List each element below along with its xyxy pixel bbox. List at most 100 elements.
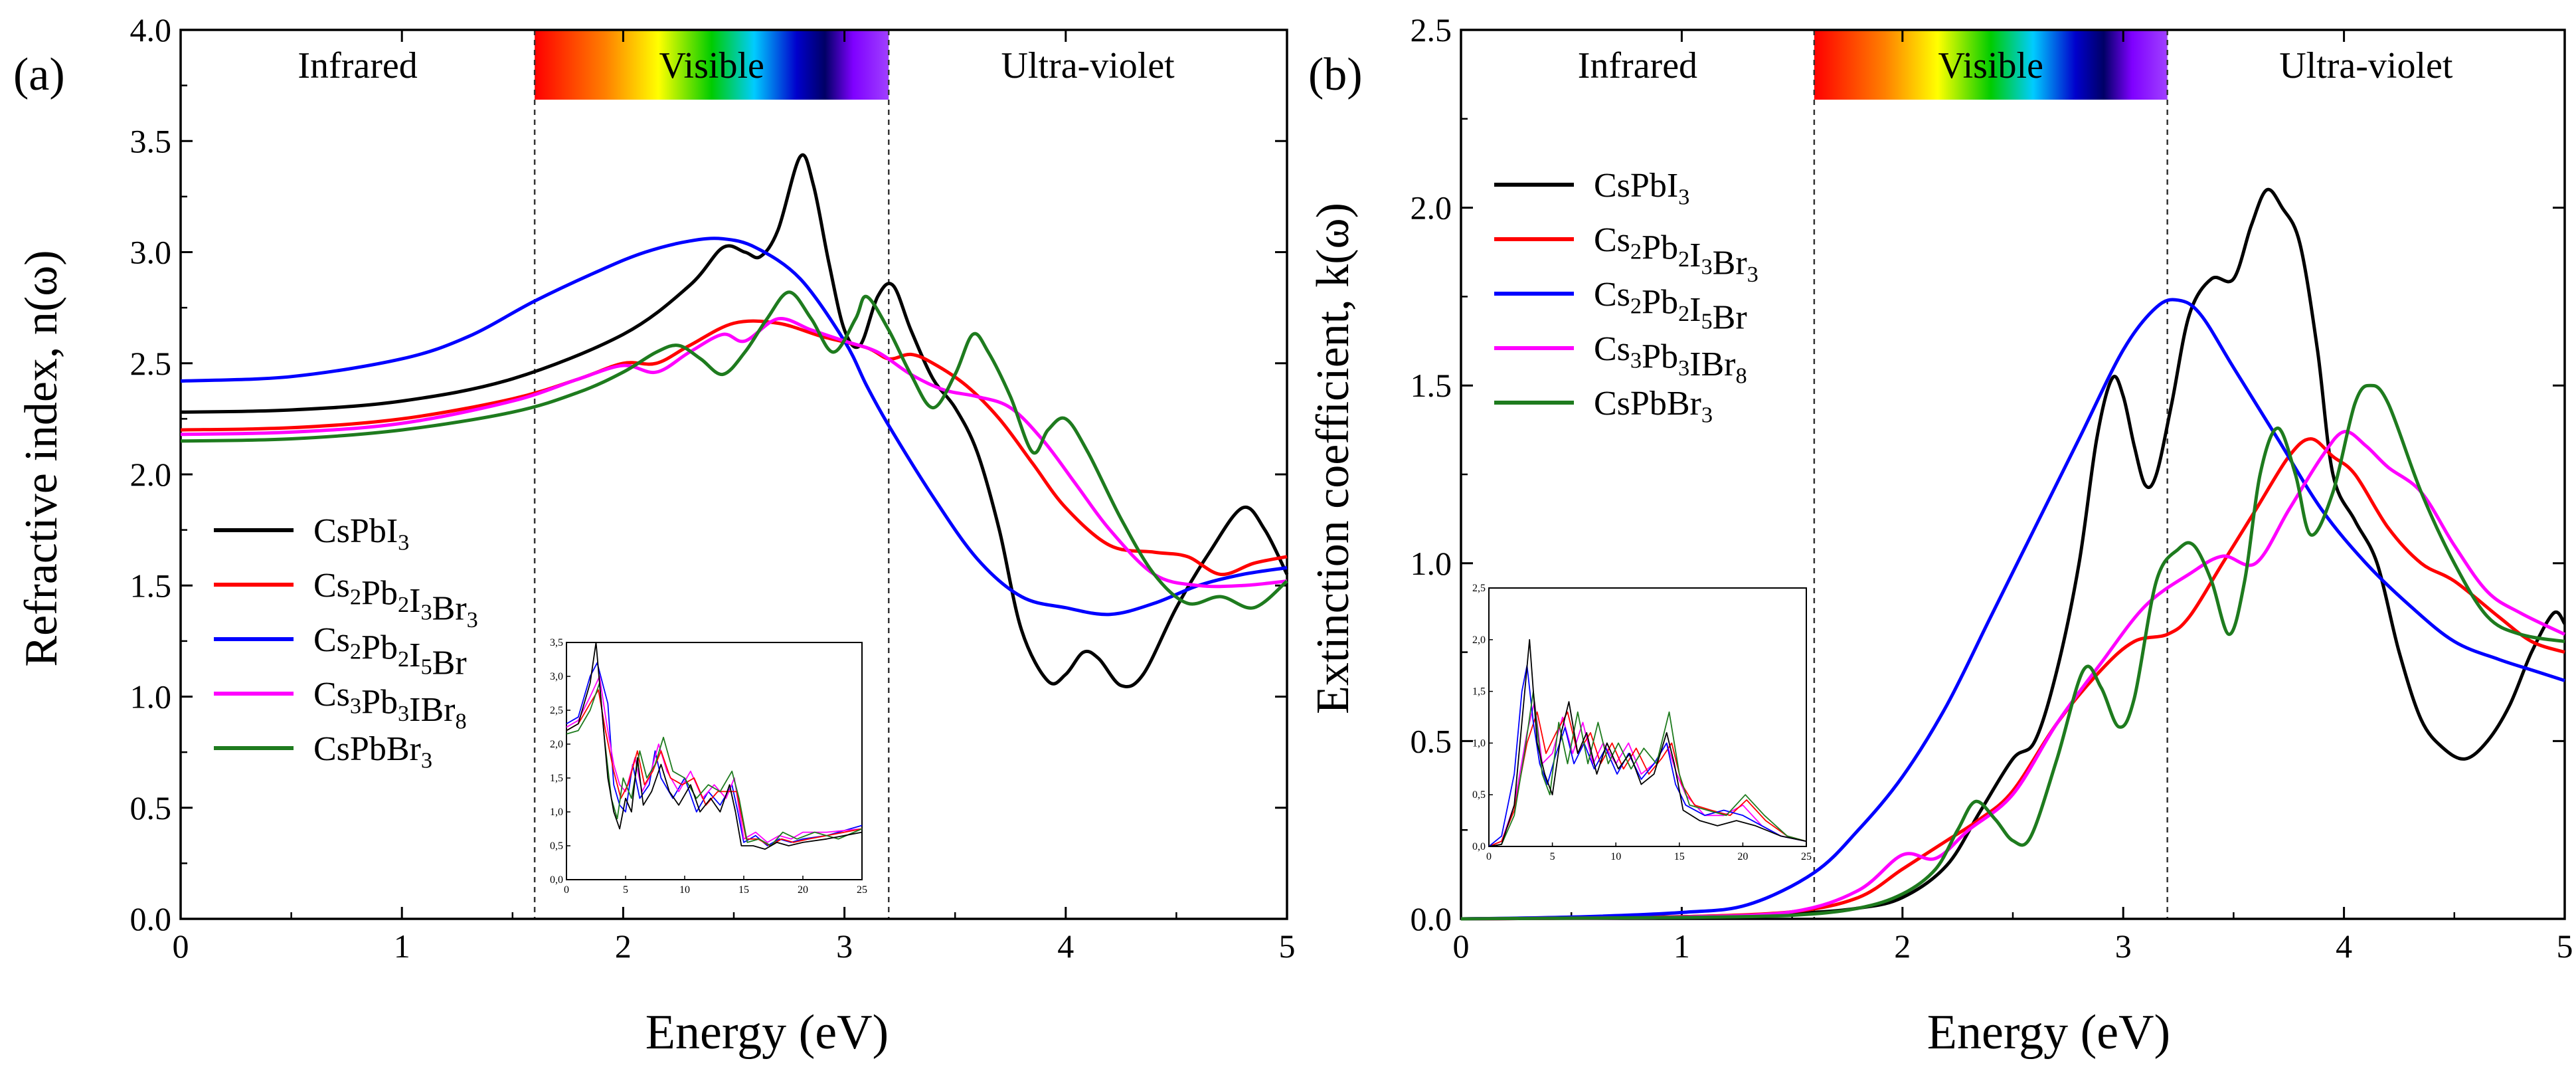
x-tick-label: 0 [173, 927, 189, 965]
legend-label: CsPbI3 [313, 512, 409, 555]
inset-y-tick-label: 2,5 [1472, 583, 1486, 594]
region-label-infrared: Infrared [1578, 45, 1697, 86]
region-bands-a: Infrared Visible Ultra-violet [298, 30, 1175, 919]
inset-series-line-1 [1488, 711, 1807, 847]
x-axis-label-b: Energy (eV) [1927, 1005, 2170, 1060]
inset-x-tick-label: 15 [738, 884, 749, 896]
inset-frame [566, 642, 863, 880]
y-tick-label: 4.0 [130, 11, 172, 49]
y-tick-label: 2.5 [130, 345, 172, 382]
visible-spectrum-band [1814, 30, 2168, 100]
region-label-visible: Visible [1938, 45, 2043, 86]
series-line-0 [1460, 187, 2567, 921]
x-tick-label: 5 [2557, 927, 2573, 965]
y-tick-label: 0.5 [130, 789, 172, 827]
x-tick-label: 4 [1057, 927, 1074, 965]
region-bands-b: Infrared Visible Ultra-violet [1578, 30, 2453, 919]
inset-y-tick-label: 0,0 [550, 874, 563, 886]
y-tick-label: 1.5 [130, 567, 172, 604]
inset-x-tick-label: 25 [1801, 851, 1812, 862]
inset-b: 0 5 10 15 20 25 0,0 0,5 1,0 1,5 2,0 2,5 [1472, 583, 1812, 862]
y-tick-label: 2.0 [130, 456, 172, 493]
region-label-infrared: Infrared [298, 45, 417, 86]
visible-spectrum-band [535, 30, 889, 100]
y-axis-label-a: Refractive index, n(ω) [16, 250, 67, 666]
inset-x-tick-label: 10 [679, 884, 690, 896]
y-tick-label: 0.5 [1411, 722, 1452, 759]
y-tick-label: 0.0 [1411, 900, 1452, 937]
region-label-ultra-violet: Ultra-violet [1001, 45, 1175, 86]
x-tick-label: 1 [1674, 927, 1690, 965]
axes-b: 0 1 2 3 4 5 0.0 0.5 1.0 1.5 2.0 2.5 [1411, 11, 2573, 965]
inset-x-tick-label: 20 [1737, 851, 1748, 862]
inset-series-line-2 [566, 689, 863, 846]
x-tick-label: 3 [2115, 927, 2132, 965]
inset-x-tick-label: 25 [857, 884, 867, 896]
inset-y-tick-label: 3,0 [550, 671, 563, 682]
panel-a: (a) Refractive index, n(ω) Energy (eV) I… [13, 11, 1296, 1060]
y-tick-label: 3.5 [130, 122, 172, 159]
y-tick-label: 1.0 [130, 678, 172, 716]
legend-label: Cs2Pb2I3Br3 [1594, 221, 1759, 287]
inset-y-tick-label: 1,5 [550, 773, 563, 784]
series-group-a [180, 153, 1289, 689]
series-group-b [1460, 187, 2567, 921]
inset-x-tick-label: 10 [1610, 851, 1621, 862]
y-tick-label: 3.0 [130, 234, 172, 271]
axes-a: 0 1 2 3 4 5 0.0 0.5 1.0 1.5 2.0 2.5 3.0 3.5 4.0 [130, 11, 1296, 965]
series-line-2 [180, 237, 1288, 617]
inset-series-line-1 [566, 676, 863, 843]
region-label-ultra-violet: Ultra-violet [2279, 45, 2453, 86]
inset-y-tick-label: 1,5 [1472, 686, 1486, 698]
inset-x-tick-label: 0 [564, 884, 569, 896]
legend-label: Cs2Pb2I3Br3 [313, 567, 478, 633]
inset-a: 0 5 10 15 20 25 0,0 0,5 1,0 1,5 2,0 2,5 3,0 3,5 [550, 637, 867, 896]
y-axis-label-b: Extinction coefficient, k(ω) [1308, 203, 1359, 714]
series-line-0 [180, 153, 1289, 689]
inset-y-tick-label: 0,5 [1472, 789, 1486, 801]
inset-x-tick-label: 5 [623, 884, 628, 896]
x-tick-label: 3 [836, 927, 853, 965]
legend-a: CsPbI3 Cs2Pb2I3Br3Cs2Pb2I5BrCs3Pb3IBr8CsP… [214, 512, 478, 773]
y-tick-label: 2.0 [1411, 189, 1452, 227]
inset-series-line-3 [566, 682, 863, 846]
inset-y-tick-label: 2,0 [550, 739, 563, 750]
inset-x-tick-label: 0 [1486, 851, 1492, 862]
series-line-2 [1460, 298, 2565, 921]
inset-series-line-4 [1488, 638, 1807, 847]
series-line-4 [1460, 383, 2565, 921]
inset-x-tick-label: 5 [1550, 851, 1555, 862]
legend-label: Cs2Pb2I5Br [1594, 276, 1747, 336]
legend-label: CsPbBr3 [1594, 385, 1713, 427]
inset-y-tick-label: 2,0 [1472, 634, 1486, 646]
inset-x-tick-label: 15 [1674, 851, 1685, 862]
legend-label: CsPbBr3 [313, 730, 432, 773]
y-tick-label: 1.5 [1411, 367, 1452, 404]
y-tick-label: 2.5 [1411, 11, 1452, 49]
x-axis-label-a: Energy (eV) [645, 1005, 889, 1060]
x-tick-label: 0 [1453, 927, 1470, 965]
inset-x-tick-label: 20 [798, 884, 808, 896]
legend-label: Cs3Pb3IBr8 [313, 676, 467, 733]
x-tick-label: 4 [2336, 927, 2352, 965]
y-tick-label: 0.0 [130, 900, 172, 937]
x-tick-label: 2 [615, 927, 632, 965]
inset-series-line-4 [566, 642, 863, 850]
panel-label-a: (a) [13, 49, 65, 100]
x-tick-label: 1 [394, 927, 410, 965]
region-label-visible: Visible [659, 45, 764, 86]
inset-y-tick-label: 0,0 [1472, 841, 1486, 852]
x-tick-label: 2 [1894, 927, 1911, 965]
panel-b: (b) Extinction coefficient, k(ω) Energy … [1308, 11, 2573, 1060]
y-tick-label: 1.0 [1411, 545, 1452, 582]
legend-b: CsPbI3 Cs2Pb2I3Br3Cs2Pb2I5BrCs3Pb3IBr8CsP… [1494, 167, 1759, 427]
series-line-3 [1460, 430, 2566, 921]
legend-label: CsPbI3 [1594, 167, 1689, 209]
inset-y-tick-label: 1,0 [1472, 737, 1486, 749]
inset-y-tick-label: 3,5 [550, 637, 563, 648]
inset-y-tick-label: 0,5 [550, 840, 563, 852]
inset-y-tick-label: 1,0 [550, 807, 563, 818]
series-line-3 [180, 317, 1288, 589]
inset-y-tick-label: 2,5 [550, 705, 563, 716]
